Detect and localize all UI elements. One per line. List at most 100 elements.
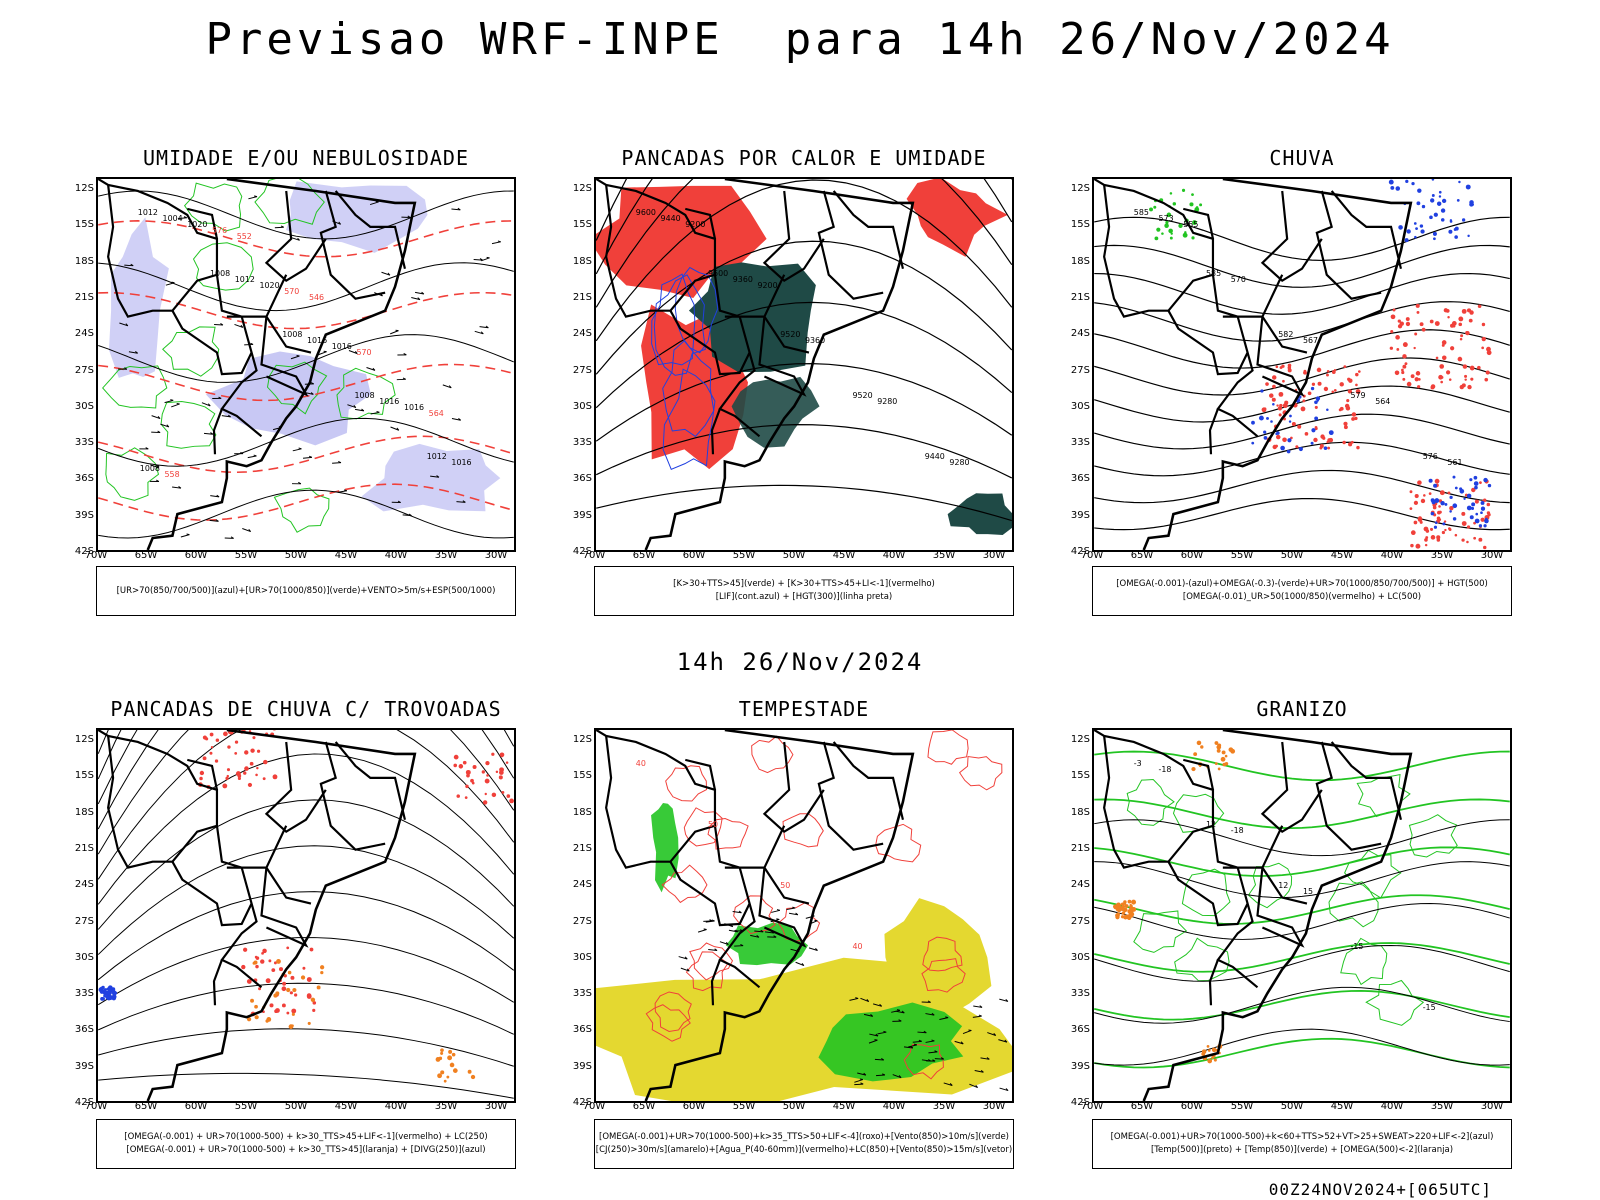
contour-label: 1016 <box>332 342 352 351</box>
contour-label: 582 <box>1278 330 1293 339</box>
lon-tick-label: 55W <box>234 550 258 561</box>
umidade-map: 1012 1008 1008 1008 1012 1004 1012 1016 1016 1016… <box>96 177 516 552</box>
contour-label: 585 <box>1134 208 1149 217</box>
hgt500-contour <box>1094 301 1510 342</box>
lif-contour <box>662 368 716 471</box>
lat-tick-label: 39S <box>1070 1060 1090 1072</box>
lat-tick-label: 18S <box>572 806 592 818</box>
hgt500-contour <box>1094 357 1510 396</box>
hgt300-contour <box>596 301 1012 409</box>
legend-line: [CJ(250)>30m/s](amarelo)+[Agua_P(40-60mm… <box>595 1145 1013 1155</box>
contour-label: 576 <box>212 226 227 235</box>
lon-tick-label: 70W <box>582 1101 606 1112</box>
contour-label: 1020 <box>187 220 207 229</box>
contour-label: 9200 <box>758 281 778 290</box>
lon-tick-label: 65W <box>632 550 656 561</box>
lon-tick-label: 60W <box>184 550 208 561</box>
precip-water-contour <box>958 755 1003 791</box>
contour-label: 1016 <box>451 458 471 467</box>
storm-red-dots <box>453 752 514 805</box>
pressure-contour <box>98 417 514 467</box>
divergence-blue-dots <box>98 985 118 1001</box>
middle-title: 14h 26/Nov/2024 <box>676 648 924 676</box>
lat-tick-label: 27S <box>1070 915 1090 927</box>
wind850-green-area <box>818 1002 964 1082</box>
lat-tick-label: 33S <box>74 988 94 1000</box>
lon-tick-label: 40W <box>882 1101 906 1112</box>
precip-water-contour <box>927 730 969 765</box>
contour-label: 552 <box>237 232 252 241</box>
lon-tick-label: 50W <box>1280 1101 1304 1112</box>
contour-label: 40 <box>852 942 862 951</box>
lat-tick-label: 39S <box>74 1060 94 1072</box>
lon-tick-label: 40W <box>384 550 408 561</box>
thickness-contour <box>98 483 514 521</box>
temp850-contour <box>1094 846 1510 877</box>
umidade-panel-title: UMIDADE E/OU NEBULOSIDADE <box>142 146 470 170</box>
chuva-map: 585 585 582 579 576 573 570 567 564 561 555 <box>1092 177 1512 552</box>
hgt300-contour <box>596 179 1012 308</box>
hgt500-contour <box>1094 413 1510 450</box>
lat-tick-label: 39S <box>1070 509 1090 521</box>
lat-tick-label: 15S <box>572 770 592 782</box>
lat-tick-label: 15S <box>74 770 94 782</box>
temp500-contour <box>1094 944 1510 982</box>
streamline <box>98 845 514 955</box>
lon-tick-label: 35W <box>1430 1101 1454 1112</box>
thickness-contour <box>98 363 514 402</box>
legend-line: [OMEGA(-0.001)-(azul)+OMEGA(-0.3)-(verde… <box>1116 579 1488 589</box>
lon-tick-label: 40W <box>1380 1101 1404 1112</box>
chuva-panel-title: CHUVA <box>1269 146 1335 170</box>
lon-tick-label: 60W <box>682 550 706 561</box>
pancadas-calor-legend: [K>30+TTS>45](verde) + [K>30+TTS>45+LI<-… <box>594 566 1014 616</box>
legend-line: [Temp(500)](preto) + [Temp(850)](verde) … <box>1150 1145 1454 1155</box>
lon-tick-label: 35W <box>932 550 956 561</box>
coastline-borders <box>596 730 915 1101</box>
thickness-contour <box>98 291 514 330</box>
precip-water-contour <box>645 1004 691 1042</box>
tempestade-map: 40 50 50 40 <box>594 728 1014 1103</box>
contour-label: 1012 <box>427 452 447 461</box>
lon-tick-label: 70W <box>582 550 606 561</box>
contour-label: 1008 <box>140 464 160 473</box>
lon-tick-label: 65W <box>1130 1101 1154 1112</box>
lat-tick-label: 21S <box>1070 291 1090 303</box>
contour-label: -18 <box>1231 826 1244 835</box>
lon-tick-label: 35W <box>434 550 458 561</box>
temp500-contour <box>1094 819 1510 857</box>
lat-tick-label: 33S <box>1070 437 1090 449</box>
coastline-borders <box>1094 179 1413 550</box>
storm-red-dots <box>198 730 278 789</box>
lat-tick-label: 39S <box>572 509 592 521</box>
precip-water-contour <box>751 735 794 774</box>
pancadas-trovoadas-legend: [OMEGA(-0.001) + UR>70(1000-500) + k>30_… <box>96 1119 516 1169</box>
lon-tick-label: 70W <box>84 1101 108 1112</box>
hgt300-contour <box>596 484 1012 522</box>
contour-label: 1008 <box>210 269 230 278</box>
streamline <box>98 891 514 981</box>
temp850-contour <box>1094 989 1510 1021</box>
contour-label: 9440 <box>661 214 681 223</box>
thickness-contour <box>98 220 514 258</box>
lat-tick-label: 30S <box>572 951 592 963</box>
contour-label: 9280 <box>877 397 897 406</box>
precip-water-contour <box>661 864 708 904</box>
lat-tick-label: 36S <box>572 473 592 485</box>
lon-tick-label: 65W <box>134 1101 158 1112</box>
lon-tick-label: 65W <box>632 1101 656 1112</box>
lon-tick-label: 45W <box>832 1101 856 1112</box>
contour-label: 12 <box>1206 820 1216 829</box>
lif-contour <box>662 340 715 438</box>
lat-tick-label: 30S <box>572 400 592 412</box>
coastline-borders <box>596 179 915 550</box>
precip-water-contour <box>707 818 749 850</box>
hgt500-contour <box>1094 272 1510 315</box>
contour-label: 579 <box>1350 391 1365 400</box>
lon-tick-label: 65W <box>134 550 158 561</box>
hgt300-contour <box>596 179 1012 342</box>
lat-tick-label: 33S <box>572 437 592 449</box>
lat-tick-label: 15S <box>1070 219 1090 231</box>
rain-red-dots <box>1261 363 1361 450</box>
temp850-contour <box>1094 894 1510 925</box>
pancadas-trovoadas-map <box>96 728 516 1103</box>
